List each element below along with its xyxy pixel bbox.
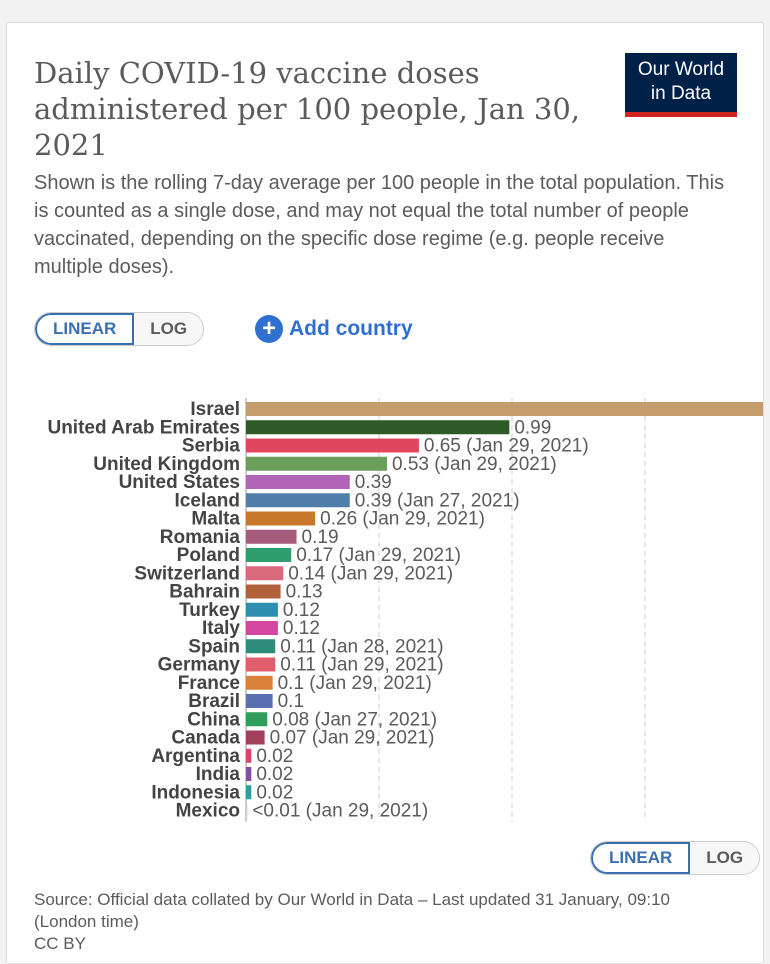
value-label: 0.07 (Jan 29, 2021) [270,728,435,749]
value-label: 0.02 [256,746,293,767]
log-scale-button-bottom[interactable]: LOG [690,842,760,874]
value-label: 0.26 (Jan 29, 2021) [320,509,485,530]
logo-line-1: Our World [637,59,725,80]
logo-red-stripe [625,112,737,117]
country-label: Brazil [188,691,240,712]
bar [246,712,268,727]
bar [246,511,316,526]
scale-toggle-bottom: LINEAR LOG [590,841,761,875]
value-label: 0.12 [283,618,320,639]
bar [246,621,278,635]
country-label: France [178,673,240,694]
log-scale-button[interactable]: LOG [134,313,204,345]
value-label: 0.19 [302,527,339,548]
bar [246,748,252,763]
country-label: Switzerland [134,563,240,584]
value-label: 0.39 [355,472,392,493]
country-label: United States [119,472,240,493]
country-label: Turkey [179,600,240,621]
bar [246,675,273,690]
bar [246,657,276,672]
country-label: Serbia [182,436,241,457]
value-label: 0.17 (Jan 29, 2021) [296,545,461,566]
linear-scale-button[interactable]: LINEAR [35,313,135,345]
bar [246,767,252,781]
linear-scale-button-bottom[interactable]: LINEAR [591,842,691,874]
value-label: 0.39 (Jan 27, 2021) [355,490,520,511]
plus-circle-icon: + [255,315,283,343]
bar [246,785,252,800]
bar [246,438,419,453]
country-label: Poland [177,545,240,566]
owid-logo[interactable]: Our World in Data [625,53,737,117]
source-text: Source: Official data collated by Our Wo… [34,890,670,931]
bar [246,803,248,818]
country-label: Germany [158,655,241,676]
bar [246,493,350,508]
country-label: Italy [202,618,240,639]
bar [246,602,278,617]
bar [246,548,292,562]
bar [246,694,273,708]
value-label: 0.53 (Jan 29, 2021) [392,454,557,475]
bar [246,566,284,581]
chart-title: Daily COVID-19 vaccine doses administere… [34,56,581,162]
country-label: Malta [191,509,240,530]
value-label: 0.14 (Jan 29, 2021) [288,563,453,584]
chart-subtitle: Shown is the rolling 7-day average per 1… [34,172,725,278]
scale-toggle-top: LINEAR LOG [34,312,205,346]
value-label: 0.1 [278,691,304,712]
bar [246,456,387,471]
bar [246,529,297,544]
bar [246,420,510,435]
country-label: Argentina [151,746,240,767]
country-label: United Arab Emirates [47,417,240,438]
country-label: Spain [188,636,240,657]
value-label: 0.02 [256,764,293,785]
value-label: 0.08 (Jan 27, 2021) [272,709,437,730]
bar [246,402,763,416]
value-label: 0.02 [256,782,293,803]
country-label: India [196,764,241,785]
value-label: 0.65 (Jan 29, 2021) [424,436,589,457]
value-label: <0.01 (Jan 29, 2021) [252,801,428,822]
bar [246,730,265,745]
value-label: 0.11 (Jan 29, 2021) [280,655,443,676]
license-text: CC BY [34,934,86,953]
country-label: Canada [171,728,240,749]
bar [246,639,276,654]
add-country-label: Add country [289,317,413,340]
country-label: United Kingdom [93,454,240,475]
chart-card: Daily COVID-19 vaccine doses administere… [6,22,764,964]
value-label: 0.99 [514,417,551,438]
value-label: 0.12 [283,600,320,621]
bar [246,475,350,489]
bar-chart: 00.511.5Israel2United Arab Emirates0.99S… [47,398,763,822]
bar [246,584,281,599]
value-label: 0.1 (Jan 29, 2021) [278,673,432,694]
source-note: Source: Official data collated by Our Wo… [34,889,714,955]
country-label: Mexico [176,801,240,822]
country-label: Israel [190,399,240,420]
country-label: Indonesia [151,782,240,803]
value-label: 0.11 (Jan 28, 2021) [280,636,443,657]
add-country-button[interactable]: + Add country [255,312,413,346]
country-label: China [187,709,240,730]
country-label: Bahrain [169,582,240,603]
value-label: 0.13 [286,582,323,603]
country-label: Romania [160,527,241,548]
logo-line-2: in Data [650,83,712,104]
country-label: Iceland [175,490,240,511]
